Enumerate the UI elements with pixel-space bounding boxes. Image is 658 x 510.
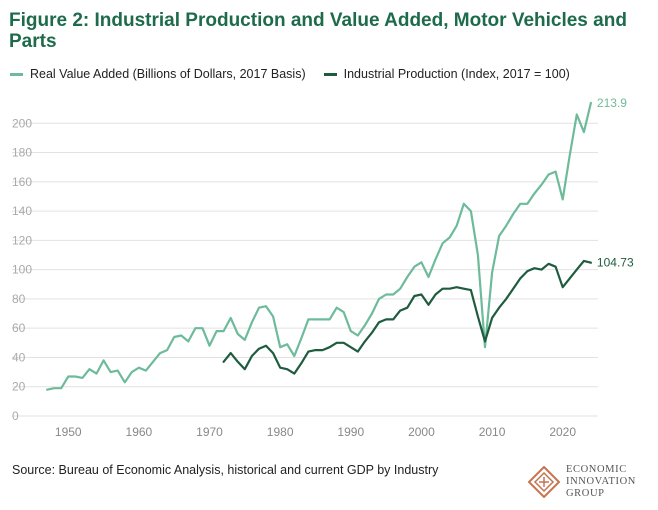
y-tick-label-100: 100 <box>12 263 32 277</box>
end-label-value-added: 213.9 <box>597 96 627 110</box>
diamond-logo-icon <box>528 466 560 498</box>
logo-line-2: INNOVATION <box>566 476 636 487</box>
end-label-production: 104.73 <box>597 256 634 270</box>
x-tick-label-2000: 2000 <box>408 425 435 439</box>
y-tick-label-60: 60 <box>12 321 26 335</box>
x-tick-label-1990: 1990 <box>337 425 364 439</box>
legend-item-production: Industrial Production (Index, 2017 = 100… <box>323 67 570 81</box>
x-tick-label-1970: 1970 <box>196 425 223 439</box>
legend-item-value-added: Real Value Added (Billions of Dollars, 2… <box>10 67 306 81</box>
y-tick-label-120: 120 <box>12 233 32 247</box>
series-line-production <box>222 259 593 375</box>
series-line-value-added <box>45 101 593 391</box>
x-tick-label-2010: 2010 <box>479 425 506 439</box>
legend-swatch-value-added <box>10 72 23 76</box>
y-tick-label-200: 200 <box>12 116 32 130</box>
y-tick-label-0: 0 <box>12 409 19 423</box>
logo-line-3: GROUP <box>566 488 605 499</box>
source-note: Source: Bureau of Economic Analysis, his… <box>12 463 439 477</box>
chart-legend: Real Value Added (Billions of Dollars, 2… <box>10 67 650 81</box>
x-tick-label-2020: 2020 <box>549 425 576 439</box>
x-tick-label-1980: 1980 <box>267 425 294 439</box>
y-tick-label-80: 80 <box>12 292 26 306</box>
chart-title: Figure 2: Industrial Production and Valu… <box>9 10 627 52</box>
x-tick-label-1950: 1950 <box>55 425 82 439</box>
logo: ECONOMIC INNOVATION GROUP <box>528 459 653 505</box>
legend-label-value-added: Real Value Added (Billions of Dollars, 2… <box>30 67 306 81</box>
logo-line-1: ECONOMIC <box>566 464 627 475</box>
y-tick-label-180: 180 <box>12 146 32 160</box>
y-tick-label-40: 40 <box>12 350 26 364</box>
legend-swatch-production <box>323 72 337 76</box>
y-tick-label-20: 20 <box>12 380 26 394</box>
x-tick-label-1960: 1960 <box>126 425 153 439</box>
y-tick-label-160: 160 <box>12 175 32 189</box>
y-tick-label-140: 140 <box>12 204 32 218</box>
legend-label-production: Industrial Production (Index, 2017 = 100… <box>343 67 570 81</box>
